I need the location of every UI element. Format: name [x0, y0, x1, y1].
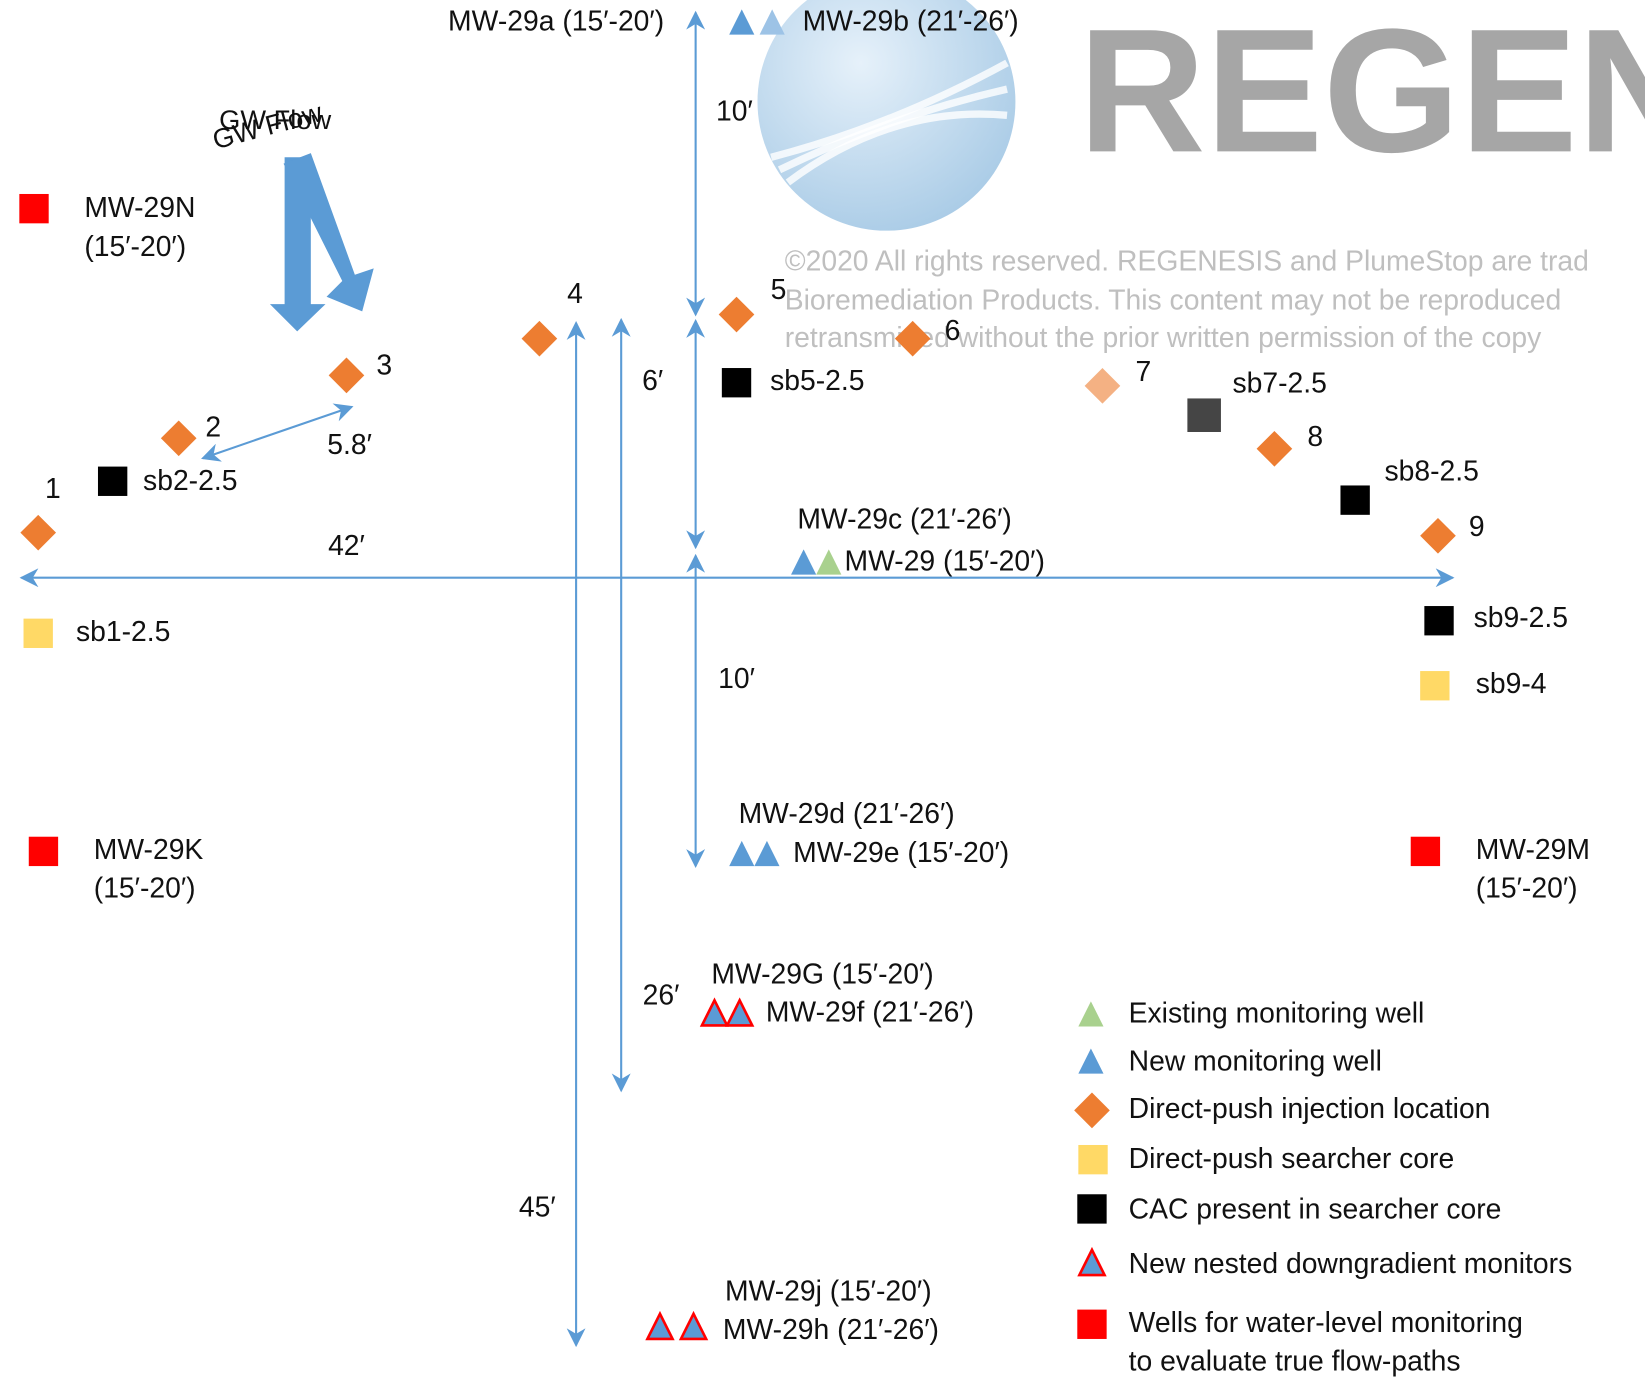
legend-label: Direct-push injection location [1129, 1092, 1491, 1124]
triangle-marker [729, 840, 755, 867]
legend-label: Existing monitoring well [1129, 996, 1425, 1028]
logo-text: REGEN [1078, 0, 1645, 189]
injection-label: 9 [1469, 510, 1485, 542]
injection-label: 1 [45, 472, 61, 504]
legend-label: Direct-push searcher core [1129, 1142, 1455, 1174]
square-marker [1077, 1309, 1107, 1339]
square-marker [97, 466, 128, 496]
well-label: MW-29d (21′-26′) [739, 797, 955, 829]
well-label: MW-29a (15′-20′) [448, 5, 664, 37]
copyright-notice: Bioremediation Products. This content ma… [785, 283, 1562, 315]
well-label: (15′-20′) [1476, 872, 1578, 904]
core-label: sb1-2.5 [76, 615, 170, 647]
square-marker [1424, 606, 1454, 636]
diamond-marker [718, 296, 755, 333]
diamond-marker [20, 514, 57, 551]
triangle-marker [1078, 1001, 1104, 1027]
well-label: MW-29e (15′-20′) [793, 836, 1009, 868]
triangle-marker [678, 1310, 709, 1341]
triangle-marker [1078, 1048, 1104, 1074]
core-label: sb2-2.5 [143, 464, 237, 496]
diamond-marker [1420, 517, 1456, 554]
triangle-marker [729, 9, 755, 35]
well-label: MW-29K [94, 833, 204, 865]
well-label: MW-29M [1476, 833, 1590, 865]
logo-globe [757, 0, 1016, 231]
triangle-marker [1077, 1246, 1107, 1277]
injection-label: 2 [205, 410, 221, 442]
well-label: MW-29h (21′-26′) [723, 1313, 939, 1345]
well-label: MW-29c (21′-26′) [797, 503, 1012, 535]
logo-swoosh [770, 59, 1009, 161]
square-marker [1077, 1194, 1107, 1224]
diamond-marker [1256, 430, 1293, 467]
triangle-marker [816, 549, 842, 575]
injection-label: 3 [376, 348, 392, 380]
legend-label: New nested downgradient monitors [1129, 1247, 1573, 1279]
dimension-label: 6′ [642, 364, 663, 396]
triangle-marker [699, 997, 730, 1027]
square-marker [1078, 1144, 1108, 1175]
copyright-notice: ©2020 All rights reserved. REGENESIS and… [785, 245, 1589, 277]
square-marker [28, 836, 59, 867]
dimension-label: 45′ [519, 1190, 556, 1222]
logo-swoosh [777, 85, 1008, 174]
well-label: MW-29G (15′-20′) [711, 958, 933, 990]
diamond-marker [1084, 368, 1121, 404]
injection-label: 4 [567, 277, 583, 309]
injection-label: 6 [945, 314, 961, 346]
injection-label: 8 [1307, 420, 1323, 452]
dimension-line [201, 403, 354, 462]
well-label: (15′-20′) [84, 230, 186, 262]
well-label: MW-29N [84, 191, 195, 223]
legend-label: Wells for water-level monitoring [1129, 1306, 1523, 1338]
square-marker [1410, 836, 1441, 867]
square-marker [1340, 485, 1370, 515]
square-marker [1420, 671, 1450, 701]
injection-label: 5 [771, 273, 787, 305]
flow-arrow [283, 153, 374, 312]
dimension-label: 10′ [718, 662, 755, 694]
flow-label: GW Flow [219, 104, 331, 135]
triangle-marker [754, 840, 780, 867]
core-label: sb9-2.5 [1474, 601, 1568, 633]
diamond-marker [1074, 1092, 1110, 1129]
square-marker [23, 618, 53, 648]
flow-arrow [269, 157, 326, 332]
dimension-label: 10′ [716, 95, 753, 127]
square-marker [721, 368, 752, 398]
well-label: (15′-20′) [94, 872, 196, 904]
dimension-label: 42′ [328, 529, 365, 561]
dimension-label: 26′ [643, 979, 680, 1011]
triangle-marker [645, 1310, 675, 1341]
diamond-marker [521, 320, 558, 357]
diamond-marker [160, 420, 197, 457]
triangle-marker [791, 549, 817, 575]
diamond-marker [328, 357, 365, 394]
well-label: MW-29b (21′-26′) [803, 5, 1019, 37]
core-label: sb5-2.5 [770, 364, 864, 396]
square-marker [19, 193, 49, 224]
well-label: MW-29f (21′-26′) [766, 995, 974, 1027]
core-label: sb9-4 [1476, 667, 1547, 699]
legend-label: to evaluate true flow-paths [1129, 1345, 1461, 1377]
well-label: MW-29 (15′-20′) [845, 545, 1045, 577]
legend-label: New monitoring well [1129, 1045, 1382, 1077]
triangle-marker [724, 997, 755, 1027]
legend-label: CAC present in searcher core [1129, 1193, 1502, 1225]
core-label: sb8-2.5 [1385, 454, 1479, 486]
core-label: sb7-2.5 [1232, 366, 1326, 398]
triangle-marker [759, 9, 785, 35]
well-label: MW-29j (15′-20′) [725, 1274, 932, 1306]
logo-swoosh [785, 110, 1008, 186]
dimension-label: 5.8′ [327, 428, 372, 460]
injection-label: 7 [1135, 355, 1151, 387]
square-marker [1187, 398, 1221, 432]
